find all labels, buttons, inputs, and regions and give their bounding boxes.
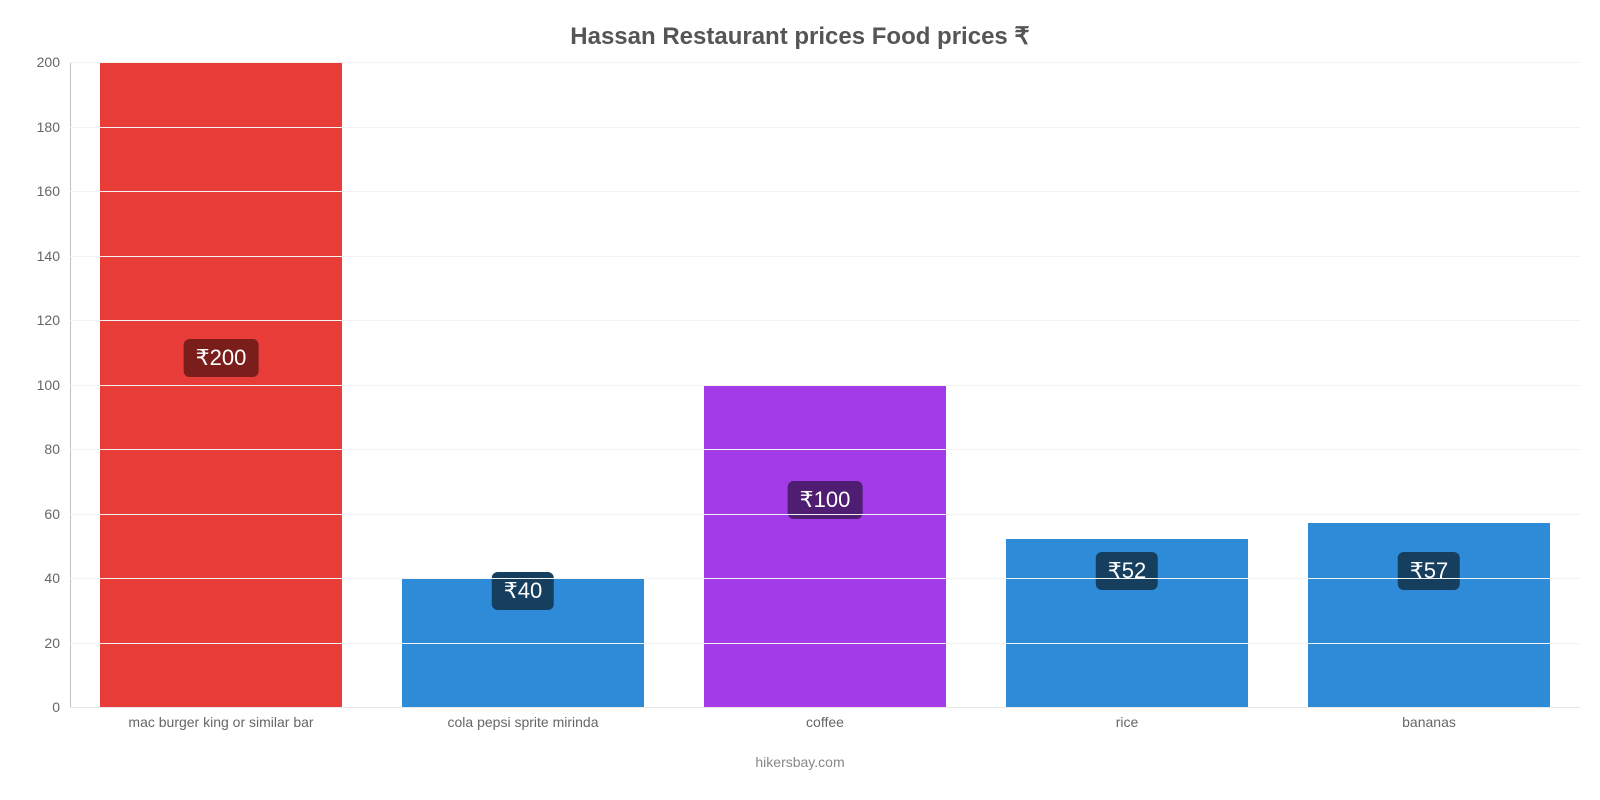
y-tick-label: 120: [37, 312, 70, 328]
value-badge: ₹57: [1398, 552, 1460, 590]
x-axis-label: mac burger king or similar bar: [128, 714, 313, 730]
chart-title: Hassan Restaurant prices Food prices ₹: [0, 0, 1600, 51]
gridline: [70, 449, 1580, 450]
y-tick-label: 200: [37, 54, 70, 70]
gridline: [70, 320, 1580, 321]
x-axis-label: coffee: [806, 714, 844, 730]
x-axis-label: bananas: [1402, 714, 1456, 730]
y-tick-label: 160: [37, 183, 70, 199]
value-badge: ₹200: [184, 339, 259, 377]
value-badge: ₹52: [1096, 552, 1158, 590]
y-tick-label: 180: [37, 119, 70, 135]
gridline: [70, 62, 1580, 63]
gridline: [70, 385, 1580, 386]
y-tick-label: 100: [37, 377, 70, 393]
gridline: [70, 127, 1580, 128]
price-bar-chart: Hassan Restaurant prices Food prices ₹ ₹…: [0, 0, 1600, 800]
plot-area: ₹200₹40₹100₹52₹57 0204060801001201401601…: [70, 62, 1580, 708]
gridline: [70, 578, 1580, 579]
y-tick-label: 140: [37, 248, 70, 264]
x-axis-label: cola pepsi sprite mirinda: [448, 714, 599, 730]
gridline: [70, 256, 1580, 257]
x-axis-label: rice: [1116, 714, 1139, 730]
bar: [1308, 523, 1550, 707]
y-tick-label: 20: [44, 635, 70, 651]
y-tick-label: 60: [44, 506, 70, 522]
gridline: [70, 191, 1580, 192]
y-tick-label: 0: [52, 699, 70, 715]
bar: [704, 385, 946, 708]
x-axis-labels: mac burger king or similar bar cola pepsi…: [70, 714, 1580, 738]
gridline: [70, 643, 1580, 644]
gridline: [70, 514, 1580, 515]
y-tick-label: 80: [44, 441, 70, 457]
chart-credits: hikersbay.com: [0, 754, 1600, 770]
y-tick-label: 40: [44, 570, 70, 586]
